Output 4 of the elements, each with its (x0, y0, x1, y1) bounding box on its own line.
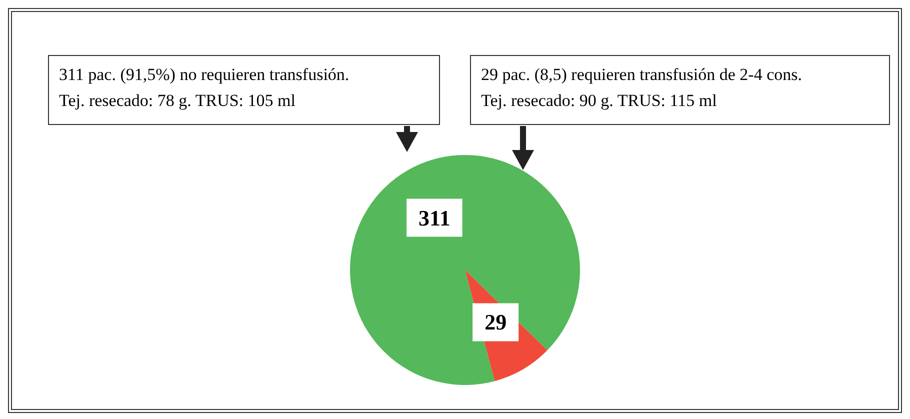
text: 311 pac. (91,5%) no requieren transfusión. Tej. resecado: 78 g. TRUS: 105 ml (48, 55, 440, 125)
data-label: 29 (484, 310, 507, 335)
text: 29 pac. (8,5) requieren transfusión de 2-4 cons. Tej. resecado: 90 g. TRUS: 115 ml (470, 55, 890, 125)
data-label: 311 (418, 205, 450, 230)
